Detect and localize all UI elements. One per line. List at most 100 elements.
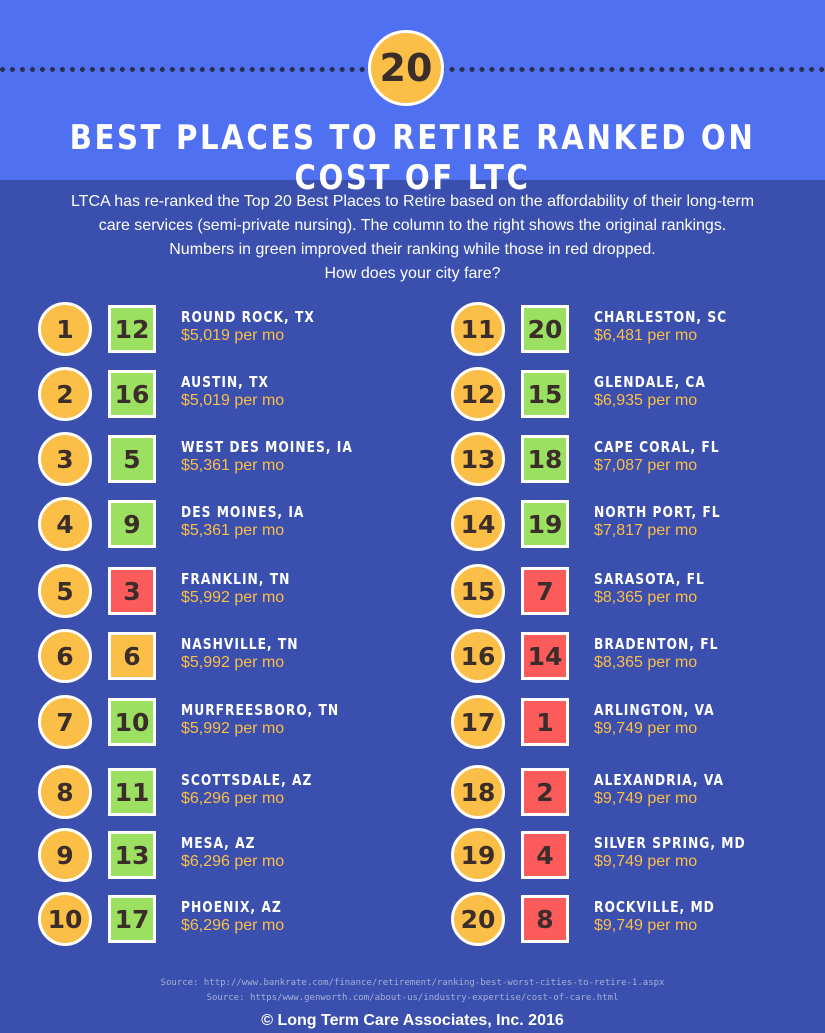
- original-rank-box: 19: [521, 500, 569, 548]
- ranking-row: 12 15 GLENDALE, CA $6,935 per mo: [451, 365, 825, 421]
- ranking-row: 7 10 MURFREESBORO, TN $5,992 per mo: [38, 693, 418, 749]
- original-rank-box: 12: [108, 305, 156, 353]
- new-rank-badge: 9: [38, 828, 92, 882]
- city-name: SARASOTA, FL: [594, 570, 705, 588]
- original-rank-box: 1: [521, 698, 569, 746]
- monthly-cost: $5,992 per mo: [181, 654, 285, 671]
- new-rank-badge: 17: [451, 695, 505, 749]
- original-rank-box: 11: [108, 768, 156, 816]
- ranking-row: 18 2 ALEXANDRIA, VA $9,749 per mo: [451, 763, 825, 819]
- original-rank-box: 18: [521, 435, 569, 483]
- monthly-cost: $5,992 per mo: [181, 589, 285, 606]
- monthly-cost: $7,817 per mo: [594, 522, 698, 539]
- city-name: CHARLESTON, SC: [594, 308, 728, 326]
- original-rank-box: 13: [108, 831, 156, 879]
- city-name: ROCKVILLE, MD: [594, 898, 715, 916]
- ranking-row: 2 16 AUSTIN, TX $5,019 per mo: [38, 365, 418, 421]
- new-rank-badge: 14: [451, 497, 505, 551]
- ranking-row: 3 5 WEST DES MOINES, IA $5,361 per mo: [38, 430, 418, 486]
- city-name: NORTH PORT, FL: [594, 503, 721, 521]
- monthly-cost: $6,296 per mo: [181, 917, 285, 934]
- original-rank-box: 2: [521, 768, 569, 816]
- new-rank-badge: 12: [451, 367, 505, 421]
- original-rank-box: 20: [521, 305, 569, 353]
- copyright: © Long Term Care Associates, Inc. 2016: [261, 1012, 564, 1029]
- new-rank-badge: 1: [38, 302, 92, 356]
- source-note: Source: https/www.genworth.com/about-us/…: [206, 993, 619, 1003]
- new-rank-badge: 6: [38, 629, 92, 683]
- monthly-cost: $5,361 per mo: [181, 522, 285, 539]
- city-name: ALEXANDRIA, VA: [594, 771, 724, 789]
- page-title: BEST PLACES TO RETIRE RANKED ON COST OF …: [69, 118, 756, 198]
- city-name: CAPE CORAL, FL: [594, 438, 720, 456]
- monthly-cost: $5,361 per mo: [181, 457, 285, 474]
- city-name: DES MOINES, IA: [181, 503, 305, 521]
- city-name: FRANKLIN, TN: [181, 570, 291, 588]
- new-rank-badge: 18: [451, 765, 505, 819]
- original-rank-box: 15: [521, 370, 569, 418]
- ranking-row: 17 1 ARLINGTON, VA $9,749 per mo: [451, 693, 825, 749]
- ranking-row: 9 13 MESA, AZ $6,296 per mo: [38, 826, 418, 882]
- ranking-row: 15 7 SARASOTA, FL $8,365 per mo: [451, 562, 825, 618]
- ranking-row: 8 11 SCOTTSDALE, AZ $6,296 per mo: [38, 763, 418, 819]
- new-rank-badge: 10: [38, 892, 92, 946]
- city-name: WEST DES MOINES, IA: [181, 438, 353, 456]
- city-name: MESA, AZ: [181, 834, 256, 852]
- new-rank-badge: 11: [451, 302, 505, 356]
- intro-line: care services (semi-private nursing). Th…: [98, 217, 727, 234]
- new-rank-badge: 15: [451, 564, 505, 618]
- monthly-cost: $5,019 per mo: [181, 327, 285, 344]
- monthly-cost: $6,296 per mo: [181, 790, 285, 807]
- city-name: GLENDALE, CA: [594, 373, 706, 391]
- city-name: AUSTIN, TX: [181, 373, 269, 391]
- original-rank-box: 8: [521, 895, 569, 943]
- intro-line: Numbers in green improved their ranking …: [169, 241, 656, 258]
- original-rank-box: 6: [108, 632, 156, 680]
- original-rank-box: 7: [521, 567, 569, 615]
- original-rank-box: 17: [108, 895, 156, 943]
- ranking-row: 6 6 NASHVILLE, TN $5,992 per mo: [38, 627, 418, 683]
- city-name: SCOTTSDALE, AZ: [181, 771, 313, 789]
- new-rank-badge: 16: [451, 629, 505, 683]
- city-name: BRADENTON, FL: [594, 635, 719, 653]
- ranking-row: 20 8 ROCKVILLE, MD $9,749 per mo: [451, 890, 825, 946]
- original-rank-box: 14: [521, 632, 569, 680]
- monthly-cost: $9,749 per mo: [594, 917, 698, 934]
- monthly-cost: $7,087 per mo: [594, 457, 698, 474]
- ranking-row: 19 4 SILVER SPRING, MD $9,749 per mo: [451, 826, 825, 882]
- city-name: ARLINGTON, VA: [594, 701, 715, 719]
- city-name: NASHVILLE, TN: [181, 635, 299, 653]
- ranking-row: 11 20 CHARLESTON, SC $6,481 per mo: [451, 300, 825, 356]
- ranking-row: 10 17 PHOENIX, AZ $6,296 per mo: [38, 890, 418, 946]
- monthly-cost: $8,365 per mo: [594, 589, 698, 606]
- new-rank-badge: 13: [451, 432, 505, 486]
- new-rank-badge: 7: [38, 695, 92, 749]
- intro-line: How does your city fare?: [324, 265, 501, 282]
- monthly-cost: $5,019 per mo: [181, 392, 285, 409]
- count-badge: 20: [368, 30, 444, 106]
- new-rank-badge: 5: [38, 564, 92, 618]
- monthly-cost: $6,481 per mo: [594, 327, 698, 344]
- monthly-cost: $6,296 per mo: [181, 853, 285, 870]
- monthly-cost: $9,749 per mo: [594, 790, 698, 807]
- monthly-cost: $9,749 per mo: [594, 720, 698, 737]
- original-rank-box: 5: [108, 435, 156, 483]
- original-rank-box: 16: [108, 370, 156, 418]
- ranking-row: 13 18 CAPE CORAL, FL $7,087 per mo: [451, 430, 825, 486]
- city-name: MURFREESBORO, TN: [181, 701, 340, 719]
- ranking-row: 14 19 NORTH PORT, FL $7,817 per mo: [451, 495, 825, 551]
- new-rank-badge: 3: [38, 432, 92, 486]
- new-rank-badge: 8: [38, 765, 92, 819]
- monthly-cost: $6,935 per mo: [594, 392, 698, 409]
- monthly-cost: $8,365 per mo: [594, 654, 698, 671]
- new-rank-badge: 2: [38, 367, 92, 421]
- city-name: PHOENIX, AZ: [181, 898, 282, 916]
- intro-text: LTCA has re-ranked the Top 20 Best Place…: [30, 190, 795, 286]
- ranking-row: 5 3 FRANKLIN, TN $5,992 per mo: [38, 562, 418, 618]
- intro-line: LTCA has re-ranked the Top 20 Best Place…: [70, 193, 755, 210]
- new-rank-badge: 19: [451, 828, 505, 882]
- ranking-row: 4 9 DES MOINES, IA $5,361 per mo: [38, 495, 418, 551]
- city-name: SILVER SPRING, MD: [594, 834, 746, 852]
- original-rank-box: 10: [108, 698, 156, 746]
- source-note: Source: http://www.bankrate.com/finance/…: [160, 978, 665, 988]
